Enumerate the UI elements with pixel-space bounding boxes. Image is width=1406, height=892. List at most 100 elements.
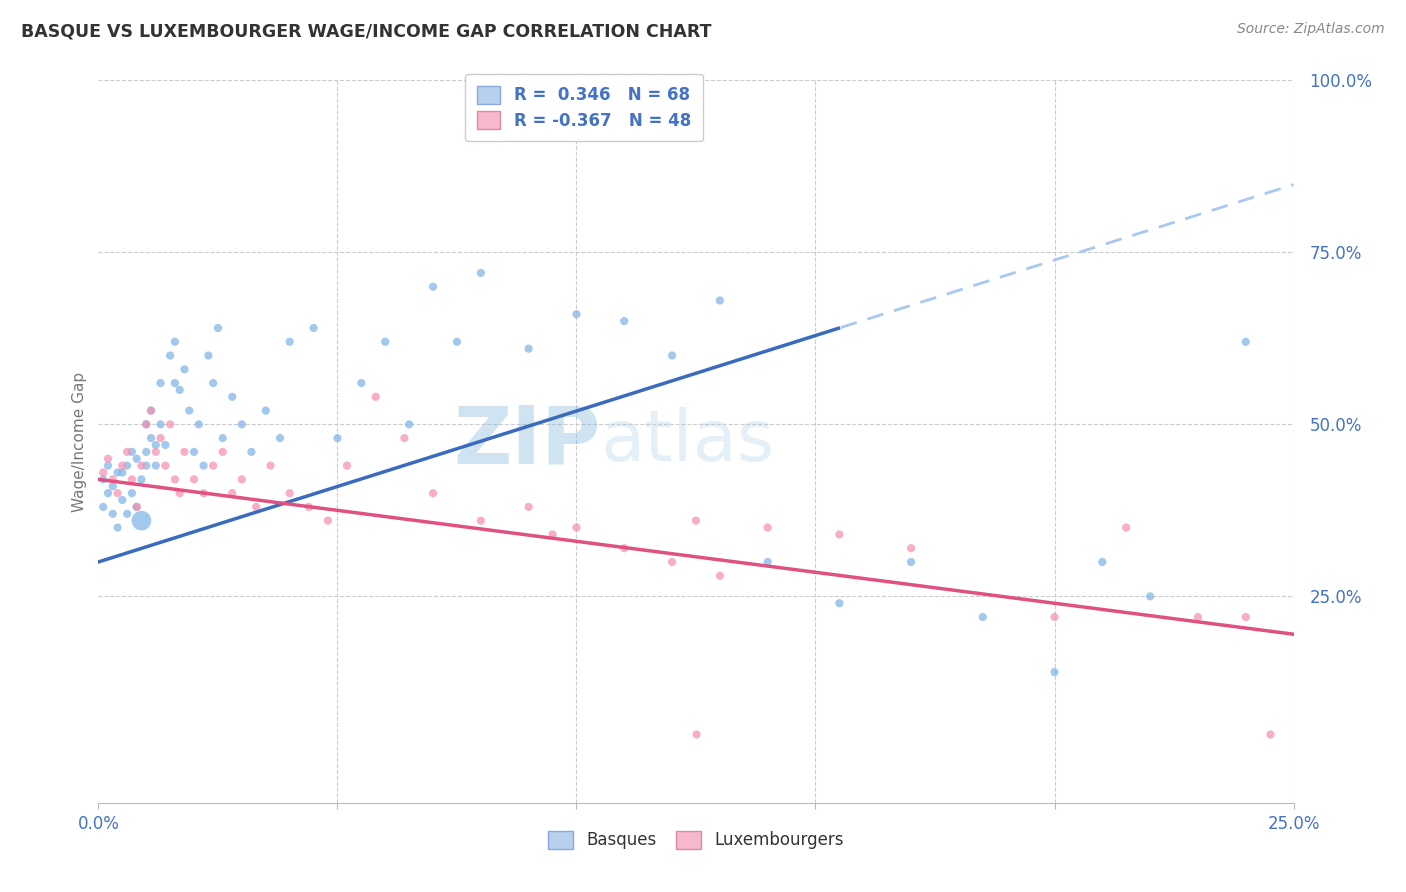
Point <box>470 266 492 280</box>
Point <box>187 417 209 432</box>
Point <box>254 403 277 417</box>
Point <box>131 472 153 486</box>
Point <box>613 314 636 328</box>
Point <box>422 486 444 500</box>
Point <box>661 349 683 363</box>
Point <box>259 458 281 473</box>
Point <box>121 472 143 486</box>
Point <box>183 472 205 486</box>
Point <box>149 431 172 445</box>
Point <box>517 342 540 356</box>
Point <box>685 514 707 528</box>
Point <box>121 445 143 459</box>
Point <box>179 403 201 417</box>
Point <box>193 458 215 473</box>
Point <box>394 431 416 445</box>
Point <box>101 507 124 521</box>
Point <box>336 458 359 473</box>
Point <box>197 349 219 363</box>
Point <box>231 417 253 432</box>
Point <box>1043 665 1066 679</box>
Point <box>131 514 153 528</box>
Point <box>115 445 138 459</box>
Point <box>278 334 301 349</box>
Point <box>173 445 195 459</box>
Point <box>97 486 120 500</box>
Point <box>565 307 588 321</box>
Point <box>240 445 263 459</box>
Point <box>350 376 373 390</box>
Point <box>155 458 177 473</box>
Point <box>756 555 779 569</box>
Point <box>107 466 129 480</box>
Point <box>828 527 851 541</box>
Point <box>231 472 253 486</box>
Point <box>541 527 564 541</box>
Point <box>709 293 731 308</box>
Point <box>613 541 636 556</box>
Point <box>193 486 215 500</box>
Point <box>1234 334 1257 349</box>
Point <box>149 376 172 390</box>
Point <box>183 445 205 459</box>
Point <box>202 458 225 473</box>
Point <box>517 500 540 514</box>
Point <box>91 472 114 486</box>
Point <box>111 466 134 480</box>
Point <box>115 458 138 473</box>
Point <box>1115 520 1137 534</box>
Point <box>1043 610 1066 624</box>
Point <box>173 362 195 376</box>
Point <box>298 500 321 514</box>
Point <box>398 417 420 432</box>
Point <box>139 403 162 417</box>
Point <box>269 431 291 445</box>
Point <box>211 431 233 445</box>
Point <box>302 321 325 335</box>
Point <box>972 610 994 624</box>
Point <box>169 383 191 397</box>
Point <box>101 479 124 493</box>
Point <box>316 514 339 528</box>
Point <box>221 390 243 404</box>
Point <box>221 486 243 500</box>
Point <box>135 458 157 473</box>
Point <box>163 334 186 349</box>
Point <box>828 596 851 610</box>
Point <box>145 445 167 459</box>
Point <box>446 334 468 349</box>
Point <box>207 321 229 335</box>
Point <box>422 279 444 293</box>
Point <box>756 520 779 534</box>
Point <box>159 417 181 432</box>
Point <box>1091 555 1114 569</box>
Point <box>139 403 162 417</box>
Text: ZIP: ZIP <box>453 402 600 481</box>
Point <box>155 438 177 452</box>
Point <box>900 541 922 556</box>
Point <box>900 555 922 569</box>
Point <box>211 445 233 459</box>
Point <box>111 493 134 508</box>
Point <box>91 500 114 514</box>
Point <box>709 568 731 582</box>
Point <box>1258 727 1281 741</box>
Point <box>169 486 191 500</box>
Point <box>125 500 148 514</box>
Point <box>245 500 267 514</box>
Point <box>97 458 120 473</box>
Point <box>374 334 396 349</box>
Point <box>326 431 349 445</box>
Point <box>149 417 172 432</box>
Point <box>470 514 492 528</box>
Point <box>135 417 157 432</box>
Point <box>107 486 129 500</box>
Point <box>139 431 162 445</box>
Point <box>685 727 707 741</box>
Text: BASQUE VS LUXEMBOURGER WAGE/INCOME GAP CORRELATION CHART: BASQUE VS LUXEMBOURGER WAGE/INCOME GAP C… <box>21 22 711 40</box>
Point <box>364 390 387 404</box>
Point <box>159 349 181 363</box>
Point <box>111 458 134 473</box>
Point <box>125 500 148 514</box>
Point <box>135 445 157 459</box>
